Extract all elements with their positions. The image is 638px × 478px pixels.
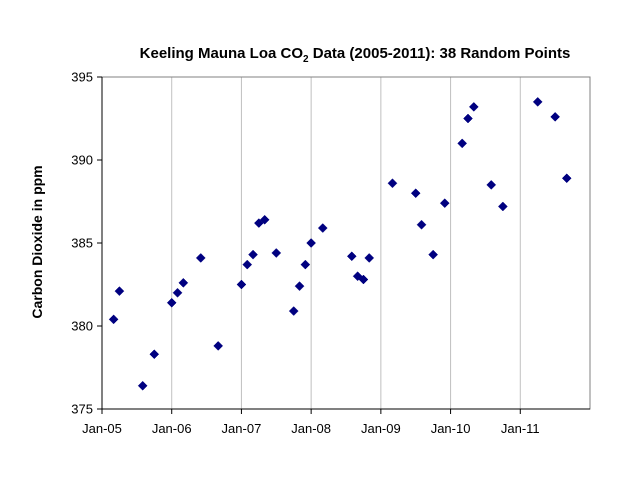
x-tick-label-3: Jan-08 bbox=[291, 421, 331, 436]
data-point-6 bbox=[178, 277, 189, 288]
chart-title-subscript: 2 bbox=[303, 54, 309, 65]
y-tick-label-3: 390 bbox=[71, 153, 93, 168]
y-tick-label-4: 395 bbox=[71, 70, 93, 85]
data-point-35 bbox=[550, 111, 560, 122]
data-point-34 bbox=[532, 97, 543, 107]
data-point-7 bbox=[195, 253, 206, 263]
x-tick-label-0: Jan-05 bbox=[82, 421, 122, 436]
data-point-9 bbox=[236, 279, 247, 290]
data-point-13 bbox=[259, 214, 270, 225]
data-points bbox=[108, 97, 572, 391]
plot-area-border bbox=[101, 76, 591, 410]
data-point-2 bbox=[137, 380, 148, 391]
data-point-11 bbox=[248, 249, 258, 260]
x-tick-label-5: Jan-10 bbox=[431, 421, 471, 436]
data-point-23 bbox=[364, 253, 375, 263]
chart-title-prefix: Keeling Mauna Loa CO bbox=[140, 45, 304, 62]
data-point-15 bbox=[288, 306, 299, 316]
data-point-3 bbox=[149, 349, 160, 360]
data-point-33 bbox=[498, 201, 508, 212]
data-point-20 bbox=[346, 251, 357, 262]
y-axis-label: Carbon Dioxide in ppm bbox=[29, 165, 45, 318]
data-point-26 bbox=[416, 219, 427, 230]
data-point-16 bbox=[294, 281, 305, 292]
data-point-28 bbox=[439, 198, 450, 209]
data-point-17 bbox=[300, 259, 311, 270]
data-point-5 bbox=[172, 287, 183, 298]
data-point-1 bbox=[114, 286, 125, 296]
gridlines bbox=[171, 77, 521, 409]
data-point-24 bbox=[387, 178, 398, 189]
y-tick-label-1: 380 bbox=[71, 319, 93, 334]
y-tick-label-2: 385 bbox=[71, 236, 93, 251]
data-point-31 bbox=[468, 102, 479, 112]
data-point-36 bbox=[561, 173, 572, 184]
data-point-14 bbox=[271, 248, 282, 258]
chart-title-suffix: Data (2005-2011): 38 Random Points bbox=[309, 45, 571, 62]
data-point-25 bbox=[410, 188, 421, 199]
data-point-0 bbox=[108, 314, 119, 325]
data-point-29 bbox=[457, 138, 468, 149]
chart-title: Keeling Mauna Loa CO2 Data (2005-2011): … bbox=[140, 45, 571, 65]
axes bbox=[101, 76, 591, 410]
x-tick-label-4: Jan-09 bbox=[361, 421, 401, 436]
data-point-18 bbox=[306, 238, 316, 248]
y-tick-label-0: 375 bbox=[71, 402, 93, 417]
x-tick-label-2: Jan-07 bbox=[222, 421, 262, 436]
x-axis-ticks: Jan-05 Jan-06 Jan-07 Jan-08 Jan-09 Jan-10 Jan-… bbox=[82, 409, 540, 436]
data-point-19 bbox=[317, 223, 328, 233]
data-point-32 bbox=[486, 180, 497, 190]
data-point-4 bbox=[166, 297, 177, 308]
data-point-30 bbox=[463, 113, 473, 124]
data-point-22 bbox=[358, 274, 369, 285]
x-tick-label-1: Jan-06 bbox=[152, 421, 192, 436]
x-tick-label-6: Jan-11 bbox=[501, 421, 540, 436]
y-axis-ticks: 375 380 385 390 395 bbox=[71, 70, 102, 417]
data-point-8 bbox=[213, 341, 224, 351]
data-point-27 bbox=[428, 249, 438, 260]
data-point-10 bbox=[242, 259, 253, 270]
